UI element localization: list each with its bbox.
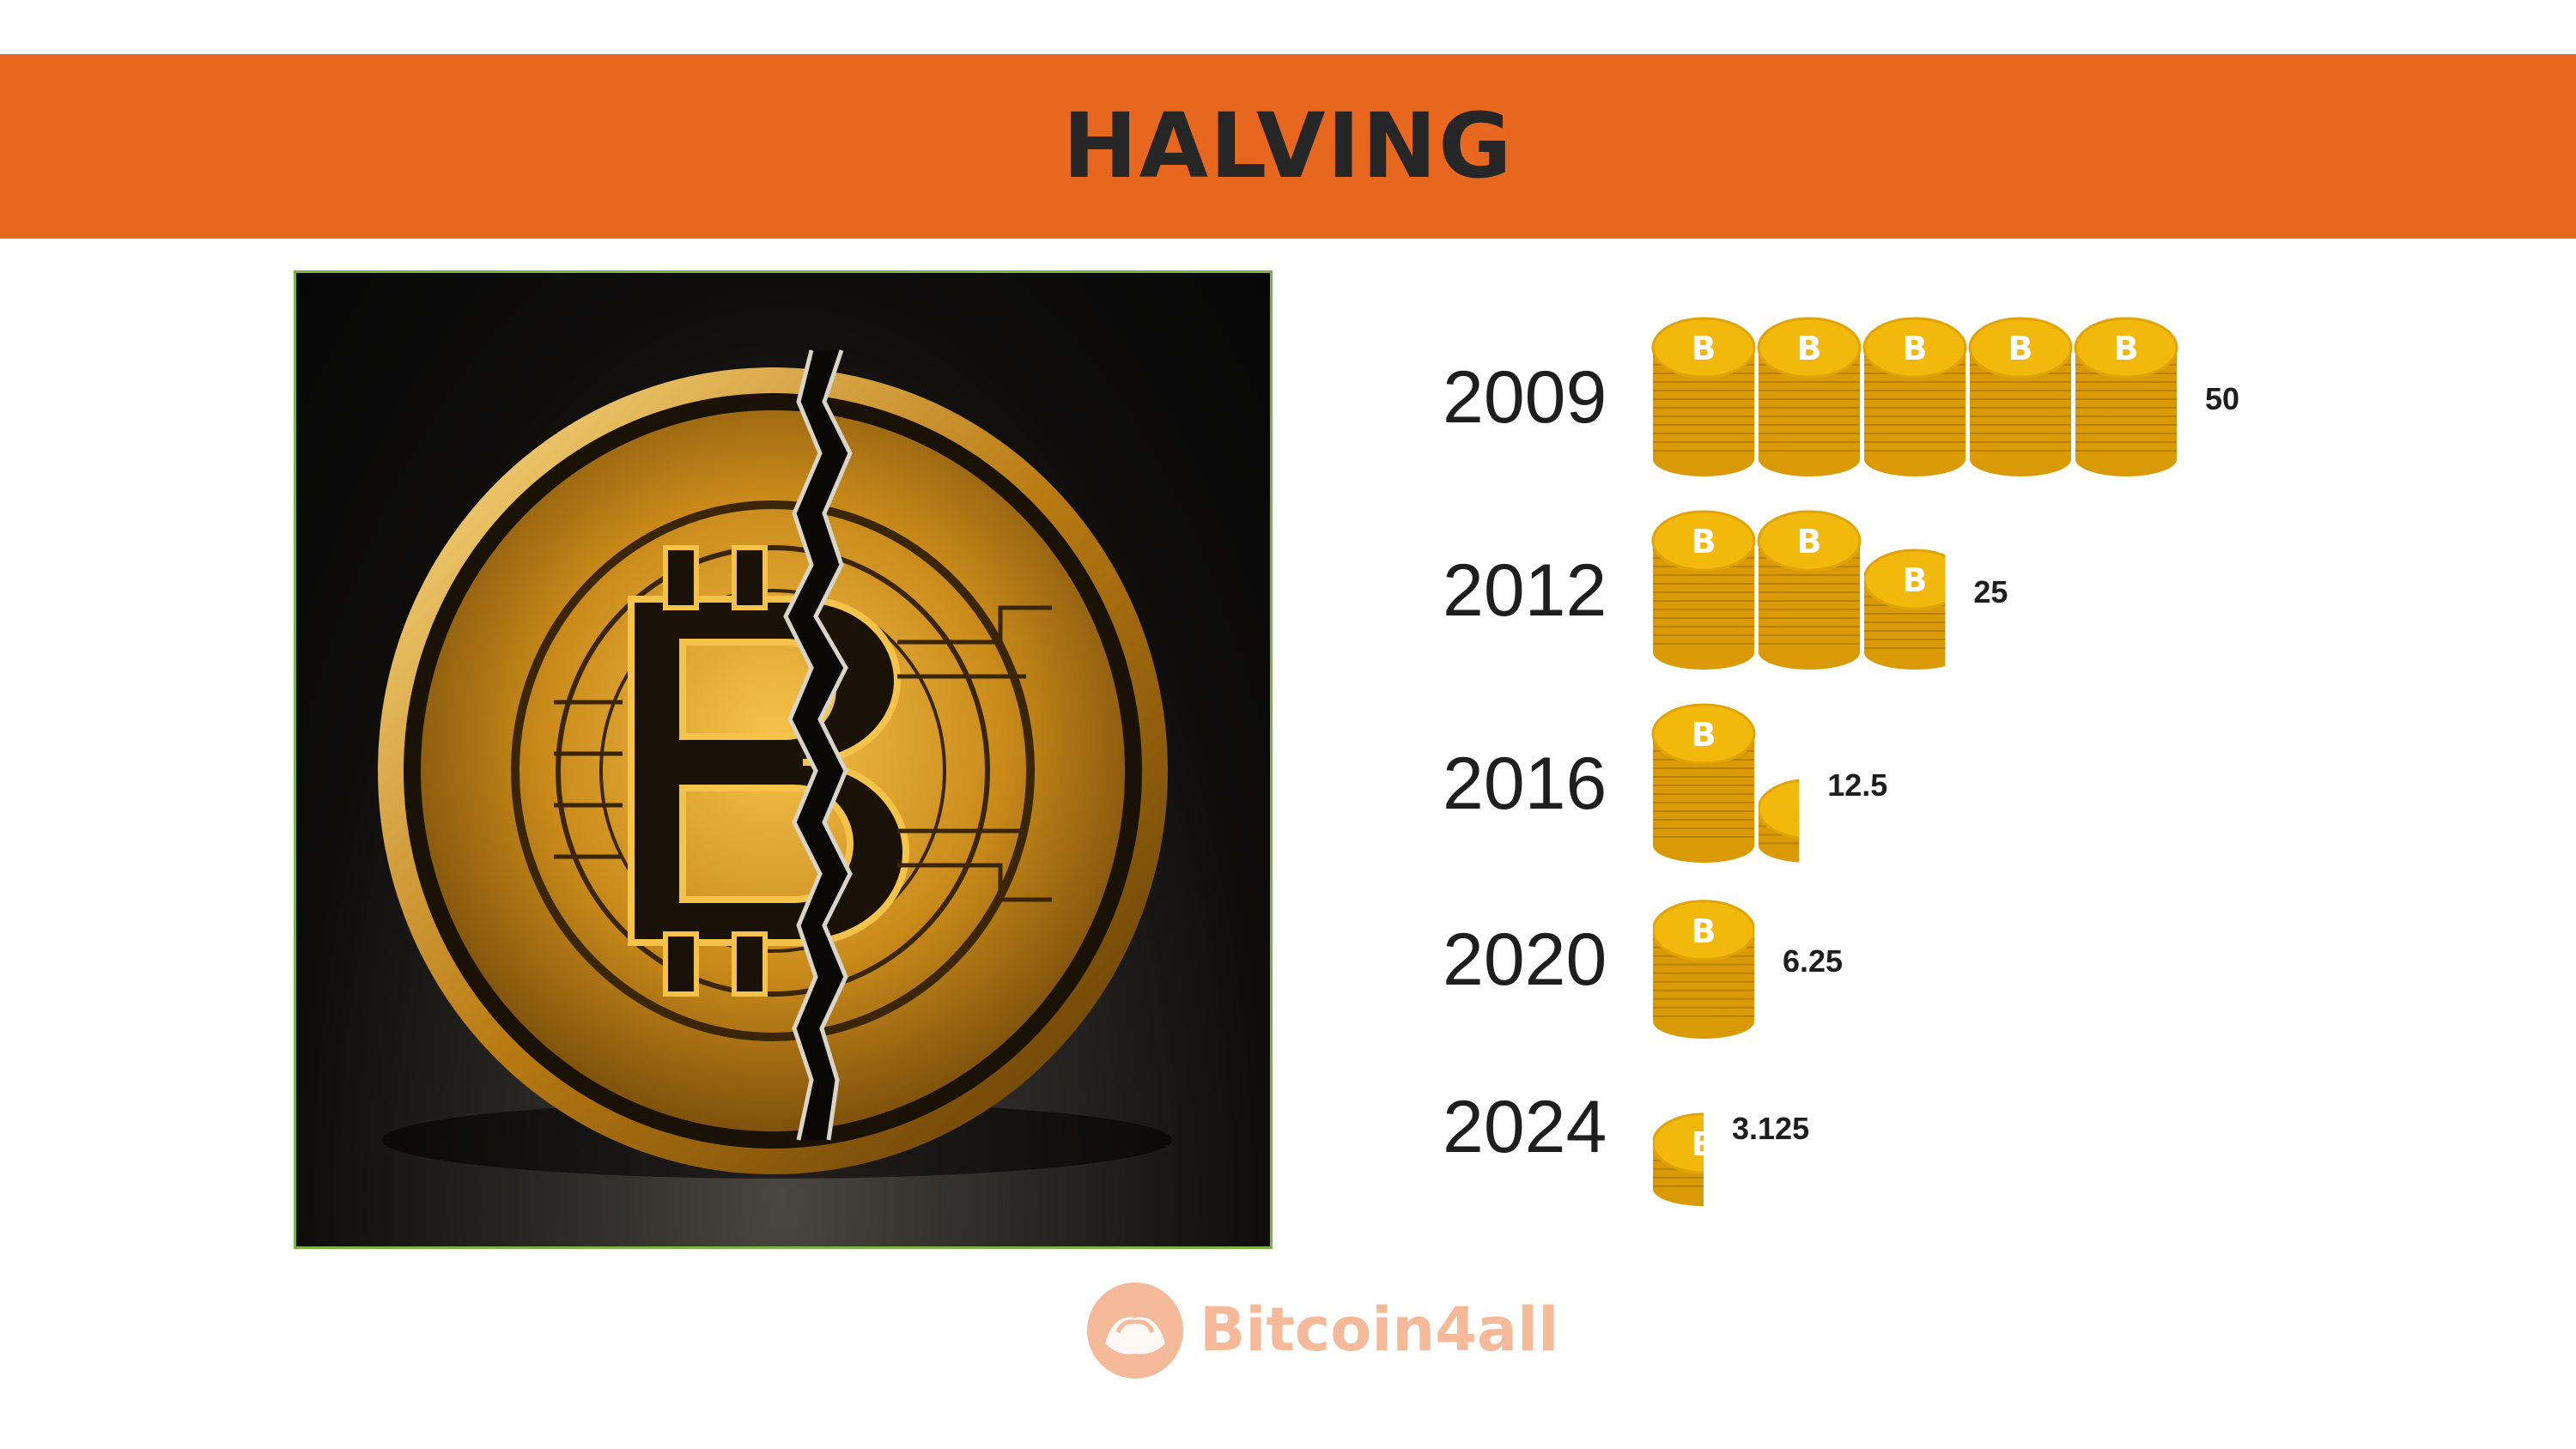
coin-row-2024: B	[1653, 1113, 1716, 1206]
svg-text:B: B	[2008, 330, 2033, 367]
split-bitcoin-image	[378, 349, 1172, 1179]
coin-row-2020: B	[1653, 900, 1754, 1039]
coin-row-2016: BB	[1651, 703, 1822, 863]
coin-stack-2016-1: B	[1759, 779, 1822, 863]
coin-stack-2009-3: B	[1968, 317, 2073, 476]
svg-text:B: B	[1692, 330, 1716, 367]
coin-row-2012: B B B	[1651, 510, 1946, 670]
svg-text:B: B	[1692, 912, 1716, 950]
year-label-2020: 2020	[1443, 919, 1607, 1001]
title-banner	[0, 54, 2576, 239]
coin-stack-2024-0: B	[1653, 1113, 1716, 1206]
reward-value-2020: 6.25	[1783, 943, 1844, 979]
split-bitcoin-photo	[294, 270, 1273, 1249]
svg-text:B: B	[1692, 716, 1716, 754]
svg-text:B: B	[1797, 523, 1822, 561]
svg-text:B: B	[2114, 330, 2139, 367]
year-label-2009: 2009	[1443, 356, 1607, 439]
coin-stack-2012-2: B	[1864, 549, 1946, 670]
coin-stack-2012-0: B	[1651, 510, 1756, 670]
reward-value-2009: 50	[2205, 381, 2240, 416]
coin-stack-2009-2: B	[1862, 317, 1967, 476]
svg-text:B: B	[1903, 561, 1928, 599]
coin-stack-2016-0: B	[1651, 703, 1756, 863]
svg-text:B: B	[1797, 330, 1822, 367]
reward-value-2024: 3.125	[1732, 1111, 1810, 1146]
reward-value-2016: 12.5	[1827, 767, 1888, 803]
reward-value-2012: 25	[1973, 574, 2008, 609]
year-label-2012: 2012	[1443, 549, 1607, 632]
coin-stack-2009-0: B	[1651, 317, 1756, 476]
svg-text:B: B	[1903, 330, 1928, 367]
coin-stack-2020-0: B	[1653, 900, 1754, 1039]
svg-text:B: B	[1797, 791, 1822, 829]
year-label-2016: 2016	[1443, 743, 1607, 825]
coin-stack-2012-1: B	[1757, 510, 1862, 670]
coin-stack-2009-4: B	[2074, 317, 2178, 476]
hands-logo-icon	[1087, 1282, 1183, 1379]
bitcoin4all-logo: Bitcoin4all	[1084, 1279, 1558, 1382]
coin-stack-2009-1: B	[1757, 317, 1862, 476]
svg-text:B: B	[1692, 523, 1716, 561]
svg-text:B: B	[1692, 1125, 1716, 1163]
logo-text: Bitcoin4all	[1200, 1294, 1559, 1365]
page-title: HALVING	[1062, 94, 1514, 198]
year-label-2024: 2024	[1443, 1086, 1607, 1168]
